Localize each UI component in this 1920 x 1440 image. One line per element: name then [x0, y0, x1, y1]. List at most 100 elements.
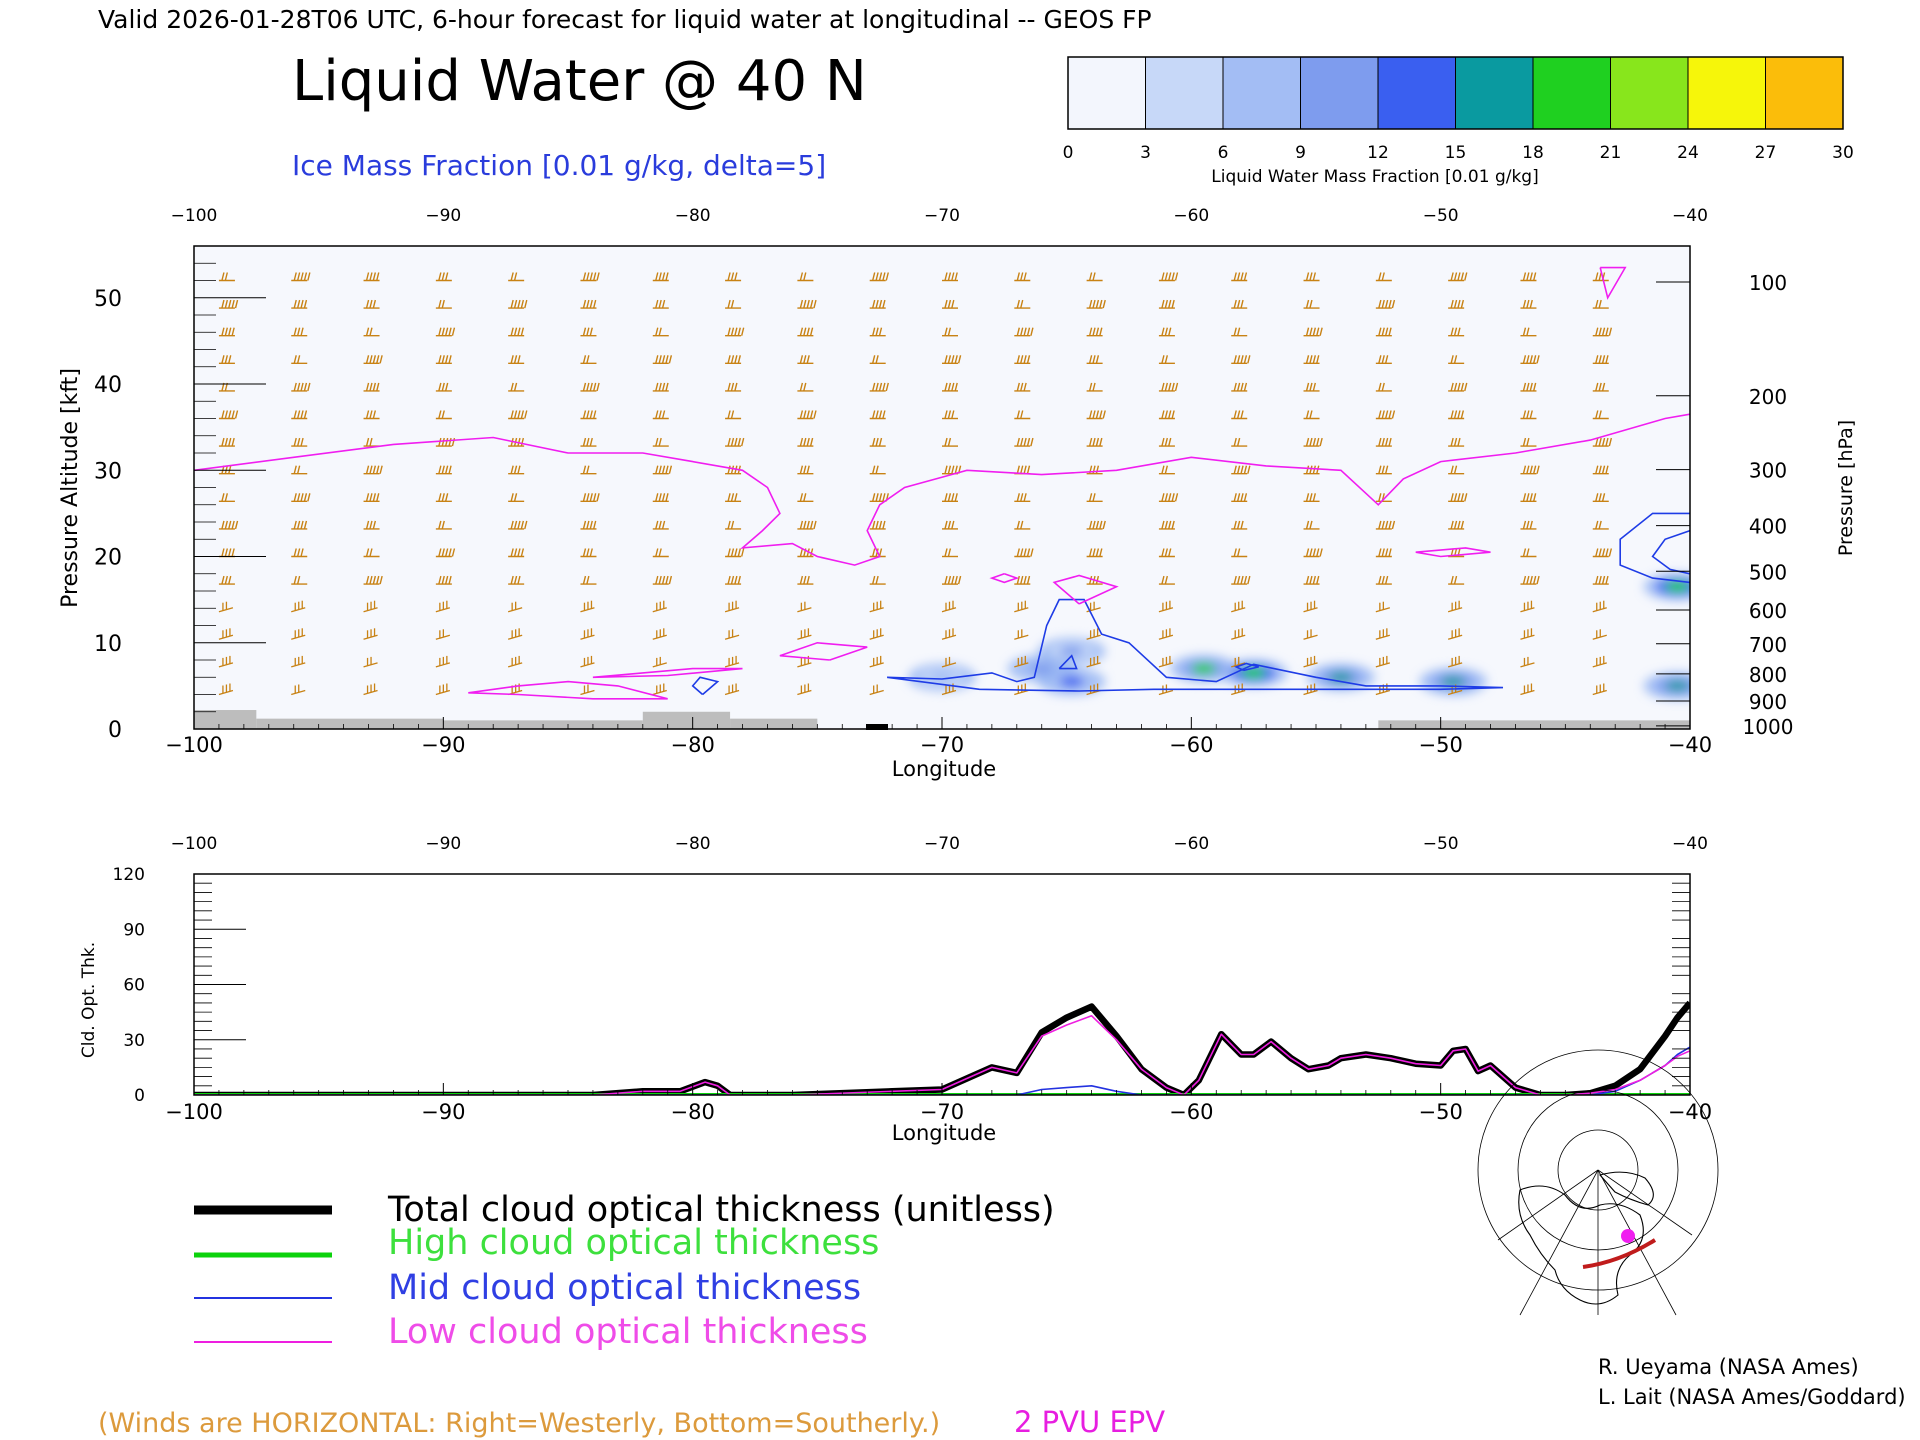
barb-flag — [661, 575, 666, 585]
barb-flag — [803, 437, 807, 447]
barb-flag — [1601, 548, 1606, 557]
barb-flag — [875, 327, 879, 336]
barb-flag — [658, 520, 662, 530]
barb-flag — [510, 299, 514, 309]
epv-contour-line — [1415, 547, 1491, 558]
barb-flag — [438, 327, 442, 336]
barb-flag — [1023, 382, 1027, 392]
barb-flag — [582, 465, 587, 474]
barb-flag — [1532, 575, 1537, 585]
barb-flag — [803, 327, 807, 336]
barb-flag — [872, 493, 876, 502]
barb-flag — [1450, 299, 1454, 309]
barb-flag — [1240, 299, 1244, 309]
lw-blob-core — [1328, 672, 1353, 683]
barb-flag — [441, 272, 445, 281]
wind-barb — [435, 655, 451, 668]
colorbar-swatch — [1067, 56, 1146, 130]
barb-flag — [228, 437, 232, 447]
colorbar-swatch — [1145, 56, 1224, 130]
barb-flag — [803, 520, 807, 530]
barb-flag — [799, 272, 804, 281]
lw-blob-core — [1059, 646, 1084, 657]
wind-barb — [435, 299, 452, 309]
barb-flag — [1161, 548, 1165, 557]
wind-barb — [218, 410, 239, 420]
barb-flag — [730, 575, 735, 585]
barb-flag — [1460, 299, 1465, 309]
barb-flag — [369, 548, 373, 557]
barb-flag — [1608, 327, 1613, 336]
barb-flag — [951, 355, 955, 364]
barb-flag — [951, 493, 955, 502]
wind-barb — [1231, 382, 1248, 392]
barb-flag — [806, 575, 810, 585]
barb-flag — [734, 437, 738, 447]
barb-flag — [300, 327, 304, 336]
barb-flag — [1598, 355, 1602, 364]
barb-flag — [1161, 355, 1165, 364]
barb-flag — [582, 272, 587, 281]
barb-flag — [1601, 355, 1606, 364]
wind-barb — [363, 382, 380, 392]
wind-barb — [291, 437, 308, 447]
barb-flag — [1240, 272, 1244, 281]
barb-flag — [730, 493, 735, 502]
barb-flag — [1598, 575, 1602, 585]
barb-flag — [1453, 382, 1458, 392]
barb-flag — [1453, 272, 1458, 281]
top-x-tick-label: −40 — [1668, 733, 1712, 757]
bottom-y-tick-label: 30 — [123, 1031, 145, 1051]
wind-barb — [218, 575, 235, 585]
barb-flag — [1601, 575, 1606, 585]
barb-flag — [803, 299, 807, 309]
barb-flag — [954, 493, 958, 502]
map-coastline — [1518, 1185, 1644, 1305]
wind-barb — [869, 600, 884, 613]
barb-flag — [441, 382, 445, 392]
barb-flag — [1168, 437, 1172, 447]
subtitle: Ice Mass Fraction [0.01 g/kg, delta=5] — [292, 149, 826, 182]
barb-flag — [293, 410, 297, 419]
barb-flag — [734, 575, 738, 585]
wind-barb — [1231, 656, 1246, 668]
barb-flag — [878, 437, 883, 447]
barb-flag — [1384, 548, 1389, 557]
wind-barb — [508, 410, 528, 420]
wind-barb — [652, 382, 669, 392]
top-y-tick-label: 20 — [94, 546, 122, 571]
barb-flag — [727, 327, 731, 336]
barb-flag — [438, 410, 442, 419]
barb-flag — [1312, 548, 1317, 557]
wind-barb — [363, 600, 378, 613]
barb-flag — [1457, 437, 1461, 447]
barb-flag — [1088, 410, 1093, 419]
barb-flag — [875, 493, 879, 502]
epv-contour-line — [468, 680, 668, 700]
barb-flag — [586, 272, 590, 281]
barb-flag — [1388, 548, 1392, 557]
barb-flag — [303, 272, 308, 281]
barb-flag — [1095, 355, 1100, 364]
barb-flag — [513, 382, 518, 392]
barb-flag — [1457, 327, 1461, 336]
wind-barb — [435, 327, 456, 337]
barb-flag — [379, 465, 383, 474]
wind-barb — [942, 410, 958, 420]
barb-flag — [296, 520, 301, 530]
barb-flag — [882, 272, 886, 281]
barb-flag — [1384, 437, 1389, 447]
barb-flag — [661, 520, 666, 530]
barb-flag — [228, 355, 232, 364]
wind-barb — [1375, 299, 1396, 309]
wind-barb — [652, 272, 669, 282]
barb-flag — [1020, 548, 1024, 557]
wind-barb — [1303, 548, 1323, 558]
wind-barb — [363, 683, 378, 696]
barb-flag — [872, 299, 876, 309]
barb-flag — [303, 410, 308, 419]
barb-flag — [296, 493, 301, 502]
barb-flag — [655, 520, 659, 530]
barb-flag — [221, 299, 225, 309]
barb-flag — [1595, 327, 1599, 336]
